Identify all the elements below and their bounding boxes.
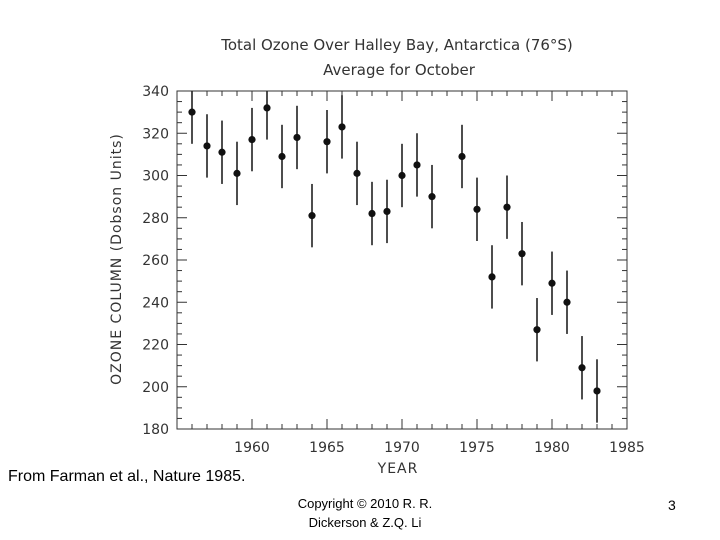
data-point bbox=[413, 161, 421, 169]
data-point bbox=[458, 152, 466, 161]
data-point bbox=[593, 387, 601, 395]
data-point bbox=[428, 193, 436, 201]
data-point bbox=[278, 152, 286, 161]
y-tick-label: 260 bbox=[142, 253, 169, 269]
data-point bbox=[578, 364, 586, 372]
data-point bbox=[323, 138, 331, 146]
copyright-line-1: Copyright © 2010 R. R. bbox=[297, 496, 433, 511]
data-point bbox=[503, 203, 511, 211]
data-point bbox=[368, 209, 376, 218]
slide-number: 3 bbox=[668, 497, 676, 513]
y-tick-label: 340 bbox=[142, 84, 169, 100]
copyright-line-2: Dickerson & Z.Q. Li bbox=[308, 515, 422, 530]
data-point bbox=[398, 171, 406, 180]
data-point bbox=[203, 142, 211, 150]
y-axis-label: OZONE COLUMN (Dobson Units) bbox=[109, 133, 125, 385]
y-tick-label: 240 bbox=[142, 295, 169, 311]
data-point bbox=[353, 169, 361, 177]
x-tick-label: 1960 bbox=[234, 440, 270, 456]
data-point bbox=[188, 108, 196, 116]
data-point bbox=[338, 123, 346, 131]
x-axis-label: YEAR bbox=[377, 461, 419, 477]
copyright-notice: Copyright © 2010 R. R. Dickerson & Z.Q. … bbox=[270, 494, 460, 532]
data-point bbox=[218, 148, 226, 156]
data-point bbox=[263, 104, 271, 112]
x-tick-label: 1980 bbox=[534, 440, 570, 456]
data-point bbox=[548, 279, 556, 287]
data-point bbox=[293, 133, 301, 142]
data-point bbox=[308, 212, 316, 220]
data-point bbox=[518, 250, 526, 258]
axis-ticks: 180 200 220 240 260 280 300 320 340 1960 1965 1970 1… bbox=[142, 84, 645, 456]
data-point bbox=[488, 273, 496, 281]
plot-frame bbox=[176, 90, 628, 430]
chart-subtitle: Average for October bbox=[323, 61, 476, 79]
data-point bbox=[248, 135, 256, 144]
chart-title: Total Ozone Over Halley Bay, Antarctica … bbox=[220, 36, 573, 54]
data-points bbox=[188, 104, 601, 395]
y-tick-label: 280 bbox=[142, 211, 169, 227]
data-point bbox=[383, 207, 391, 216]
x-tick-label: 1965 bbox=[309, 440, 345, 456]
y-tick-label: 320 bbox=[142, 126, 169, 142]
y-tick-label: 220 bbox=[142, 338, 169, 354]
x-tick-label: 1970 bbox=[384, 440, 420, 456]
data-point bbox=[563, 298, 571, 306]
y-tick-label: 300 bbox=[142, 169, 169, 185]
x-tick-label: 1985 bbox=[609, 440, 645, 456]
source-citation: From Farman et al., Nature 1985. bbox=[8, 468, 246, 485]
data-point bbox=[473, 205, 481, 213]
data-point bbox=[233, 169, 241, 177]
y-tick-label: 200 bbox=[142, 380, 169, 396]
y-tick-label: 180 bbox=[142, 422, 169, 438]
data-point bbox=[533, 326, 541, 334]
x-tick-label: 1975 bbox=[459, 440, 495, 456]
